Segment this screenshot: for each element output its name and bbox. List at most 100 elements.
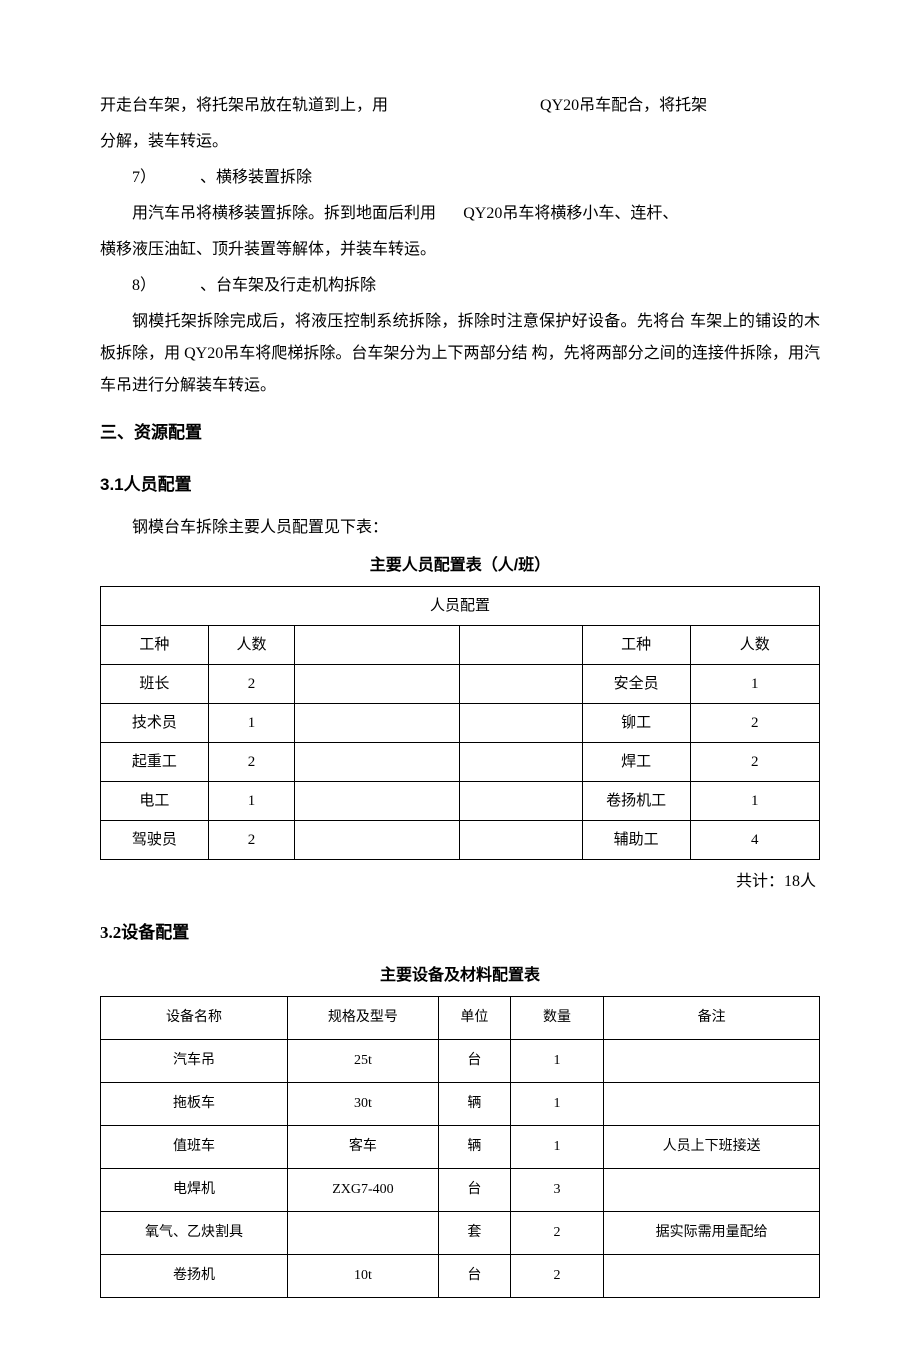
para-opening-line2: 分解，装车转运。 — [100, 126, 820, 158]
table-header-cell: 单位 — [438, 997, 510, 1040]
text-fragment: 横移液压油缸、顶升装置等解体，并装车转运。 — [100, 241, 436, 258]
table-cell: 1 — [208, 782, 294, 821]
table-header-empty — [460, 626, 582, 665]
text-fragment: 开走台车架，将托架吊放在轨道到上，用 — [100, 97, 388, 114]
table-cell: 2 — [690, 704, 819, 743]
table-cell: 辆 — [438, 1083, 510, 1126]
table-cell: 辅助工 — [582, 821, 690, 860]
table-cell: 卷扬机 — [101, 1255, 288, 1298]
table-cell: 氧气、乙炔割具 — [101, 1212, 288, 1255]
table-cell-empty — [295, 782, 460, 821]
table-cell: 电工 — [101, 782, 209, 821]
table-personnel: 人员配置工种人数工种人数班长2安全员1技术员1铆工2起重工2焊工2电工1卷扬机工… — [100, 586, 820, 860]
table-1-total: 共计：18人 — [100, 866, 816, 898]
table-header-cell: 人数 — [690, 626, 819, 665]
table-cell: 值班车 — [101, 1126, 288, 1169]
table-header-cell: 设备名称 — [101, 997, 288, 1040]
text-fragment: 钢模托架拆除完成后，将液压控制系统拆除，拆除时注意保护好设备。先将台 车架上的铺… — [100, 313, 820, 394]
text-fragment: 分解，装车转运。 — [100, 133, 228, 150]
table-cell: 客车 — [287, 1126, 438, 1169]
table-cell: ZXG7-400 — [287, 1169, 438, 1212]
table-cell-empty — [295, 665, 460, 704]
table-row: 汽车吊25t台1 — [101, 1040, 820, 1083]
table-cell: 套 — [438, 1212, 510, 1255]
table-row: 驾驶员2 辅助工4 — [101, 821, 820, 860]
table-1-title: 主要人员配置表（人/班） — [100, 550, 820, 582]
table-equipment: 设备名称规格及型号单位数量备注汽车吊25t台1拖板车30t辆1值班车客车辆1人员… — [100, 996, 820, 1298]
table-cell: 30t — [287, 1083, 438, 1126]
table-header-cell: 数量 — [510, 997, 603, 1040]
table-row: 起重工2焊工2 — [101, 743, 820, 782]
table-cell: 焊工 — [582, 743, 690, 782]
list-item-8-heading: 8） 、台车架及行走机构拆除 — [100, 270, 820, 302]
table-cell-empty — [460, 665, 582, 704]
table-row: 值班车客车辆1人员上下班接送 — [101, 1126, 820, 1169]
list-number: 8） — [132, 270, 180, 302]
table-cell-empty — [460, 821, 582, 860]
table-cell: 人员上下班接送 — [604, 1126, 820, 1169]
list-title: 、台车架及行走机构拆除 — [200, 277, 376, 294]
heading-3-1: 3.1人员配置 — [100, 468, 820, 502]
table-cell: 1 — [510, 1040, 603, 1083]
text-fragment: QY20吊车将横移小车、连杆、 — [463, 205, 678, 222]
table-cell: 班长 — [101, 665, 209, 704]
table-header-span: 人员配置 — [101, 587, 820, 626]
table-cell: 安全员 — [582, 665, 690, 704]
table-cell: 4 — [690, 821, 819, 860]
table-cell: 技术员 — [101, 704, 209, 743]
table-cell: 10t — [287, 1255, 438, 1298]
table-cell: 电焊机 — [101, 1169, 288, 1212]
table-cell: 3 — [510, 1169, 603, 1212]
table-cell: 2 — [690, 743, 819, 782]
table-cell: 汽车吊 — [101, 1040, 288, 1083]
text-fragment: 用汽车吊将横移装置拆除。拆到地面后利用 — [132, 205, 436, 222]
table-row: 氧气、乙炔割具套2据实际需用量配给 — [101, 1212, 820, 1255]
table-cell-empty — [460, 743, 582, 782]
table-cell: 25t — [287, 1040, 438, 1083]
table-header-empty — [295, 626, 460, 665]
para-item8: 钢模托架拆除完成后，将液压控制系统拆除，拆除时注意保护好设备。先将台 车架上的铺… — [100, 306, 820, 402]
table-cell: 1 — [510, 1083, 603, 1126]
table-row: 班长2 安全员1 — [101, 665, 820, 704]
list-item-7-heading: 7） 、横移装置拆除 — [100, 162, 820, 194]
text-fragment: QY20吊车配合，将托架 — [540, 97, 707, 114]
table-row: 卷扬机10t台2 — [101, 1255, 820, 1298]
table-cell — [604, 1040, 820, 1083]
table-cell-empty — [460, 704, 582, 743]
table-cell: 台 — [438, 1040, 510, 1083]
table-cell: 起重工 — [101, 743, 209, 782]
table-cell: 2 — [208, 665, 294, 704]
table-cell: 2 — [510, 1255, 603, 1298]
list-title: 、横移装置拆除 — [200, 169, 312, 186]
table-cell: 1 — [690, 782, 819, 821]
table-header-cell: 规格及型号 — [287, 997, 438, 1040]
para-item7-line2: 横移液压油缸、顶升装置等解体，并装车转运。 — [100, 234, 820, 266]
table-header-cell: 工种 — [101, 626, 209, 665]
table-cell: 据实际需用量配给 — [604, 1212, 820, 1255]
table-cell: 1 — [208, 704, 294, 743]
table-cell: 2 — [208, 821, 294, 860]
table-header-cell: 备注 — [604, 997, 820, 1040]
table-header-cell: 人数 — [208, 626, 294, 665]
heading-3-2: 3.2设备配置 — [100, 916, 820, 950]
para-opening-line1: 开走台车架，将托架吊放在轨道到上，用 QY20吊车配合，将托架 — [100, 90, 820, 122]
table-cell: 辆 — [438, 1126, 510, 1169]
table-cell: 卷扬机工 — [582, 782, 690, 821]
table-row: 电工1卷扬机工1 — [101, 782, 820, 821]
table-cell-empty — [295, 743, 460, 782]
table-cell-empty — [295, 704, 460, 743]
list-number: 7） — [132, 162, 180, 194]
table-cell — [287, 1212, 438, 1255]
table-row: 技术员1 铆工2 — [101, 704, 820, 743]
heading-section-3: 三、资源配置 — [100, 416, 820, 450]
table-cell: 驾驶员 — [101, 821, 209, 860]
table-cell: 2 — [208, 743, 294, 782]
table-cell: 台 — [438, 1169, 510, 1212]
table-cell — [604, 1083, 820, 1126]
table-cell: 1 — [690, 665, 819, 704]
table-cell — [604, 1169, 820, 1212]
table-cell: 铆工 — [582, 704, 690, 743]
table-cell: 拖板车 — [101, 1083, 288, 1126]
para-3-1-intro: 钢模台车拆除主要人员配置见下表： — [100, 512, 820, 544]
table-row: 拖板车30t辆1 — [101, 1083, 820, 1126]
